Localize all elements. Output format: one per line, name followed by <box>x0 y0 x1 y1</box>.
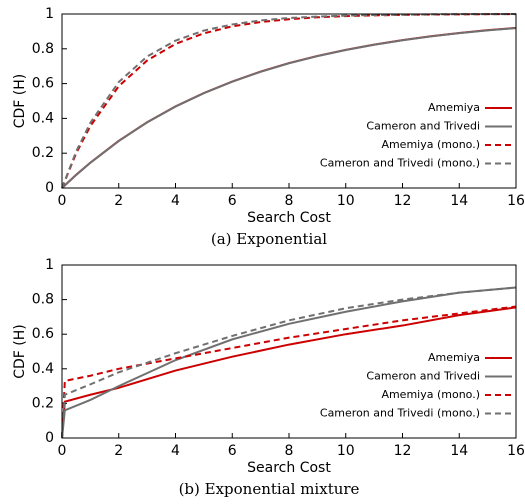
x-tick-label: 14 <box>450 443 468 459</box>
x-tick-label: 4 <box>171 443 180 459</box>
x-tick-label: 16 <box>507 193 525 209</box>
x-tick-label: 4 <box>171 193 180 209</box>
y-axis-label: CDF (H) <box>12 74 28 129</box>
x-axis-label: Search Cost <box>247 460 331 476</box>
y-tick-label: 0 <box>45 180 54 196</box>
series-line <box>61 286 517 439</box>
y-tick-label: 0 <box>45 430 54 446</box>
x-tick-label: 6 <box>228 193 237 209</box>
x-tick-label: 0 <box>58 443 67 459</box>
series-line <box>61 27 517 189</box>
y-tick-label: 0.6 <box>32 326 54 342</box>
series-line <box>61 286 517 439</box>
legend-label: Cameron and Trivedi (mono.) <box>320 157 480 170</box>
plot-frame <box>61 13 517 189</box>
y-tick-label: 0.2 <box>32 145 54 161</box>
series-line <box>61 305 517 439</box>
y-tick-label: 0.2 <box>32 395 54 411</box>
x-tick-label: 10 <box>337 193 355 209</box>
x-tick-label: 8 <box>285 443 294 459</box>
x-tick-label: 10 <box>337 443 355 459</box>
y-tick-label: 0.4 <box>32 361 54 377</box>
legend-label: Amemiya (mono.) <box>381 138 480 151</box>
x-tick-label: 2 <box>114 443 123 459</box>
x-tick-label: 12 <box>394 193 412 209</box>
legend-label: Amemiya <box>428 351 480 364</box>
plot-frame <box>61 264 517 439</box>
y-tick-label: 1 <box>45 6 54 22</box>
x-tick-label: 14 <box>450 193 468 209</box>
y-tick-label: 1 <box>45 257 54 273</box>
x-tick-label: 0 <box>58 193 67 209</box>
x-axis-label: Search Cost <box>247 210 331 226</box>
legend-label: Cameron and Trivedi <box>366 370 480 383</box>
caption: (a) Exponential <box>211 230 327 248</box>
x-tick-label: 2 <box>114 193 123 209</box>
y-tick-label: 0.4 <box>32 110 54 126</box>
y-tick-label: 0.6 <box>32 76 54 92</box>
caption: (b) Exponential mixture <box>179 480 360 498</box>
series-line <box>61 306 517 439</box>
y-tick-label: 0.8 <box>32 41 54 57</box>
x-tick-label: 16 <box>507 443 525 459</box>
legend-label: Amemiya <box>428 101 480 114</box>
legend-label: Amemiya (mono.) <box>381 388 480 401</box>
x-tick-label: 8 <box>285 193 294 209</box>
y-tick-label: 0.8 <box>32 292 54 308</box>
legend-label: Cameron and Trivedi <box>366 120 480 133</box>
y-axis-label: CDF (H) <box>12 324 28 379</box>
x-tick-label: 6 <box>228 443 237 459</box>
x-tick-label: 12 <box>394 443 412 459</box>
legend-label: Cameron and Trivedi (mono.) <box>320 407 480 420</box>
